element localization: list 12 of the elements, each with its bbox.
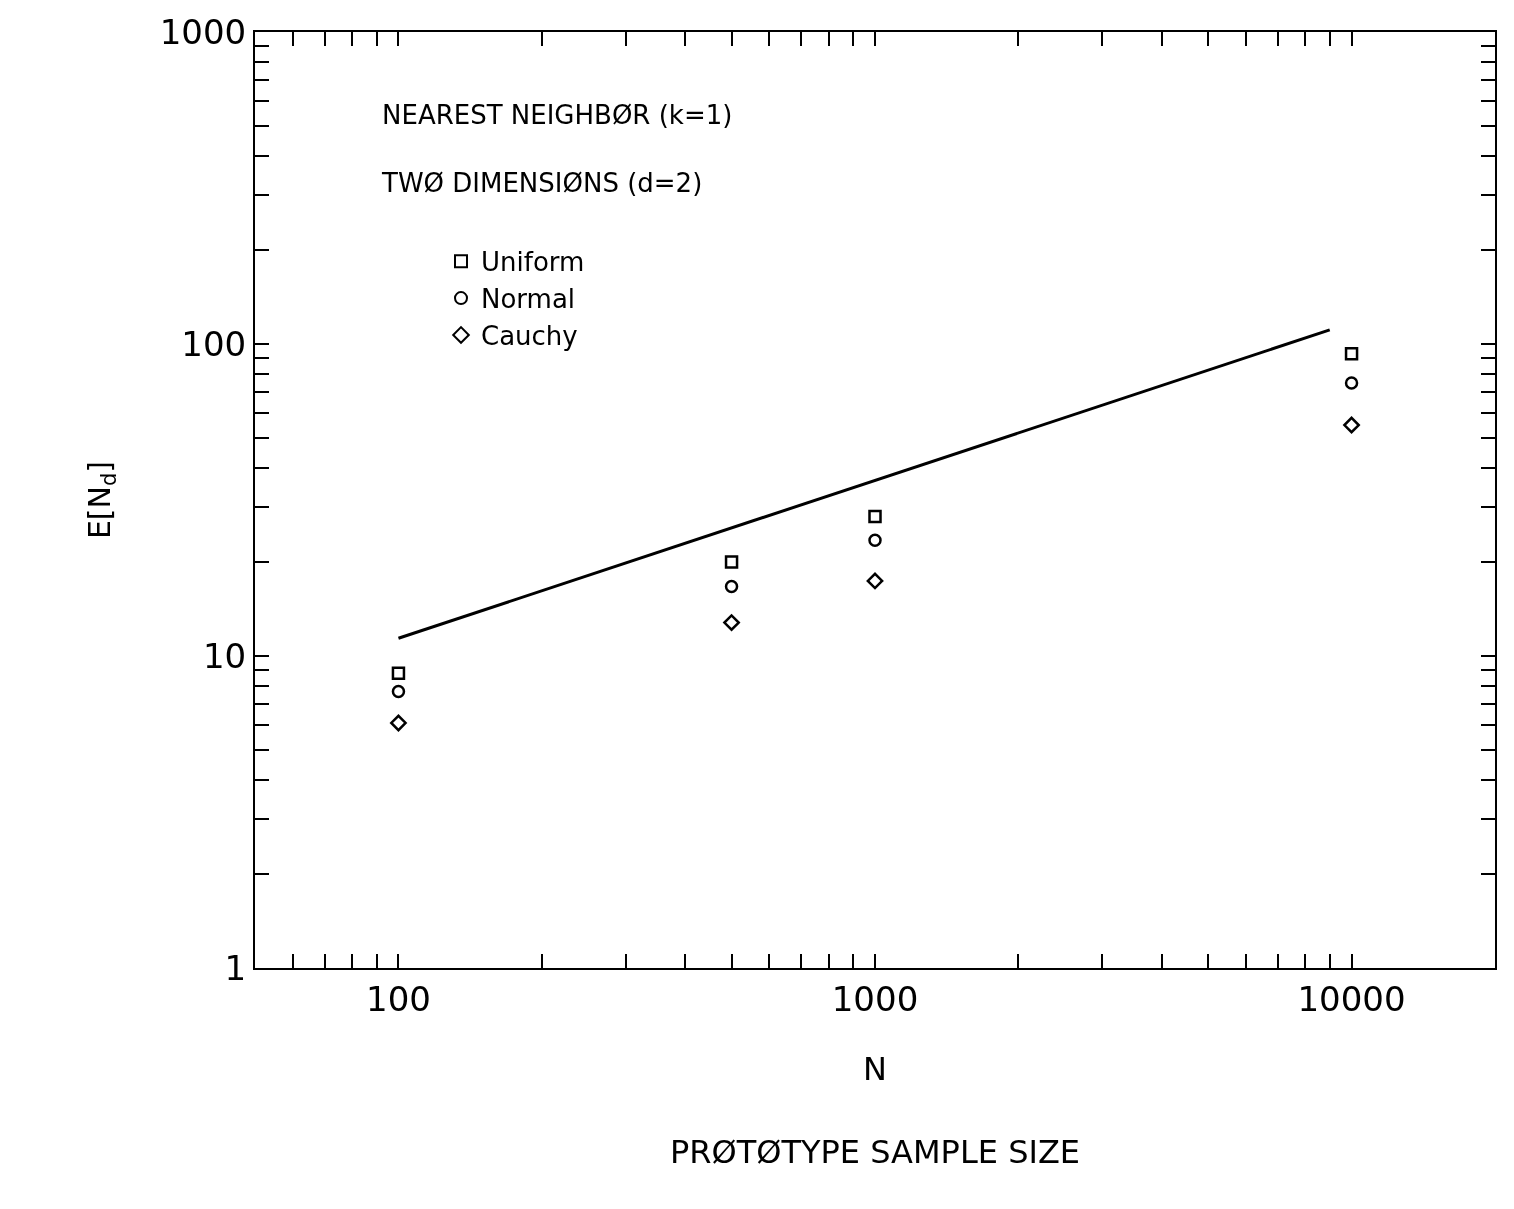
legend-label: Uniform	[481, 247, 585, 278]
legend-label: Cauchy	[481, 321, 578, 352]
y-tick-label: 10	[202, 635, 247, 676]
legend-label: Normal	[481, 284, 576, 315]
y-tick-label: 1000	[159, 11, 247, 52]
x-tick-label: 10000	[1297, 978, 1406, 1019]
y-tick-label: 100	[181, 323, 247, 364]
x-tick-label: 1000	[831, 978, 919, 1019]
text: NEAREST NEIGHBØR (k=1) TWØ DIMENSIØNS (d=2)	[382, 100, 733, 198]
text: N PRØTØTYPE SAMPLE SIZE	[669, 1050, 1081, 1172]
y-tick-label: 1	[224, 947, 247, 988]
x-tick-label: 100	[366, 978, 431, 1019]
